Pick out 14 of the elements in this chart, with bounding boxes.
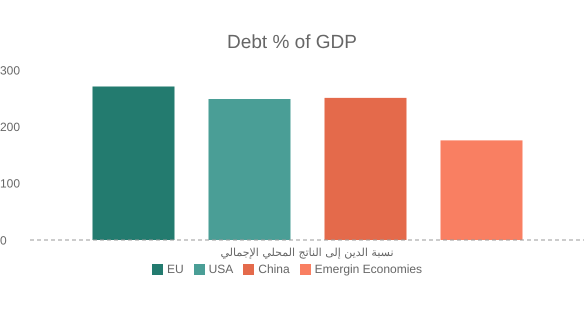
y-tick-label: 300 xyxy=(0,63,20,78)
bar xyxy=(92,86,174,240)
bar xyxy=(208,98,290,240)
y-tick-label: 200 xyxy=(0,120,20,134)
y-tick-label: 0 xyxy=(0,233,7,248)
legend-label: China xyxy=(258,262,290,276)
legend-label: USA xyxy=(208,262,234,276)
legend-label: Emergin Economies xyxy=(314,262,422,276)
x-tick-label: نسبة الدين إلى الناتج المحلي الإجمالي xyxy=(220,246,394,259)
bar xyxy=(440,140,522,240)
y-tick-label: 100 xyxy=(0,176,20,191)
chart-title: Debt % of GDP xyxy=(226,32,358,54)
bar xyxy=(324,98,406,240)
legend-label: EU xyxy=(166,262,184,276)
